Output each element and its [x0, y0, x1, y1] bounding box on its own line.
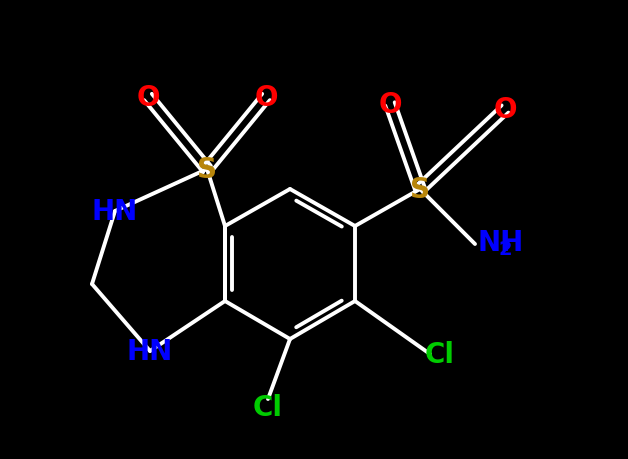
Text: Cl: Cl — [425, 340, 455, 368]
Text: O: O — [378, 91, 402, 119]
Text: NH: NH — [477, 229, 523, 257]
Text: 2: 2 — [499, 240, 512, 259]
Text: S: S — [197, 156, 217, 184]
Text: Cl: Cl — [253, 393, 283, 421]
Text: O: O — [254, 84, 278, 112]
Text: HN: HN — [127, 337, 173, 365]
Text: O: O — [136, 84, 160, 112]
Text: S: S — [410, 176, 430, 203]
Text: O: O — [493, 96, 517, 124]
Text: HN: HN — [92, 197, 138, 225]
